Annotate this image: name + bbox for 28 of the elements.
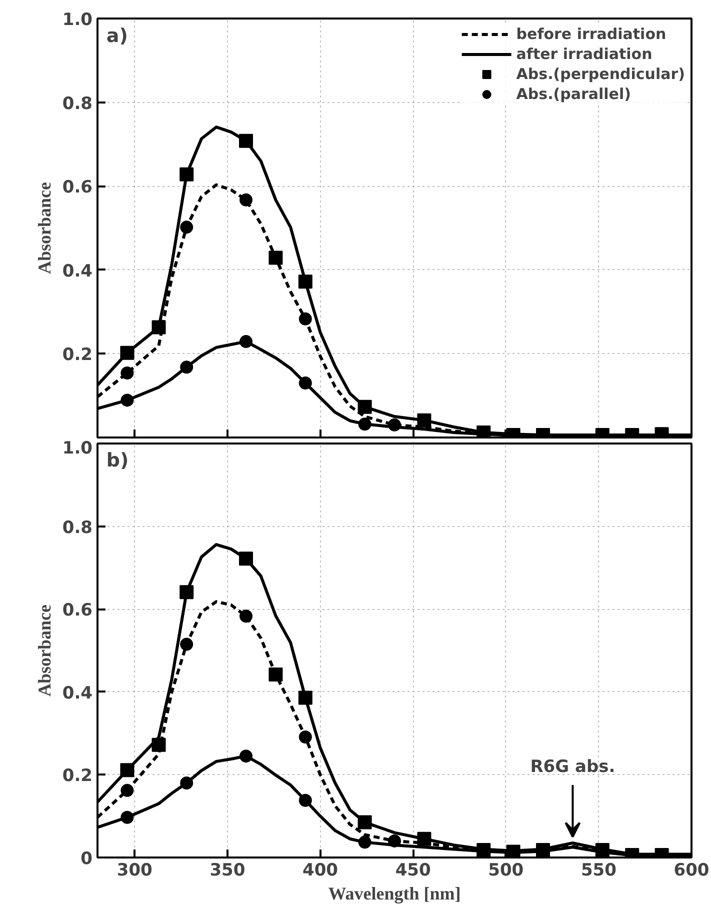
- legend-label: before irradiation: [516, 24, 666, 44]
- annotation: R6G abs.: [530, 756, 616, 777]
- x-tick-label: 300: [116, 860, 153, 880]
- y-tick-label: 0.8: [62, 518, 93, 538]
- x-tick-label: 550: [580, 860, 617, 880]
- x-tick-label: 350: [210, 860, 246, 880]
- x-axis-title: Wavelength [nm]: [328, 884, 461, 904]
- y-tick-label: 1.0: [62, 10, 93, 30]
- x-tick-label: 400: [302, 860, 338, 880]
- y-tick-label: 1.0: [62, 438, 93, 458]
- y-tick-label: 0.4: [62, 683, 93, 704]
- legend-label: after irradiation: [516, 44, 652, 64]
- y-tick-label: 0.4: [62, 261, 93, 282]
- y-axis-title: Absorbance: [34, 604, 54, 696]
- y-tick-label: 0.6: [62, 600, 93, 621]
- x-tick-label: 500: [488, 860, 524, 880]
- y-tick-label: 0.8: [62, 94, 93, 114]
- legend-label: Abs.(parallel): [516, 84, 631, 104]
- y-tick-label: 0.6: [62, 178, 93, 198]
- y-tick-label: 0.2: [62, 345, 93, 366]
- y-tick-label: 0: [80, 849, 93, 869]
- y-axis-title: Absorbance: [34, 182, 54, 274]
- x-tick-label: 600: [674, 860, 710, 880]
- legend-label: Abs.(perpendicular): [516, 64, 685, 84]
- x-tick-label: 450: [395, 860, 431, 880]
- annotation: b): [106, 450, 129, 472]
- annotation: a): [106, 24, 128, 47]
- y-tick-label: 0.2: [62, 766, 93, 786]
